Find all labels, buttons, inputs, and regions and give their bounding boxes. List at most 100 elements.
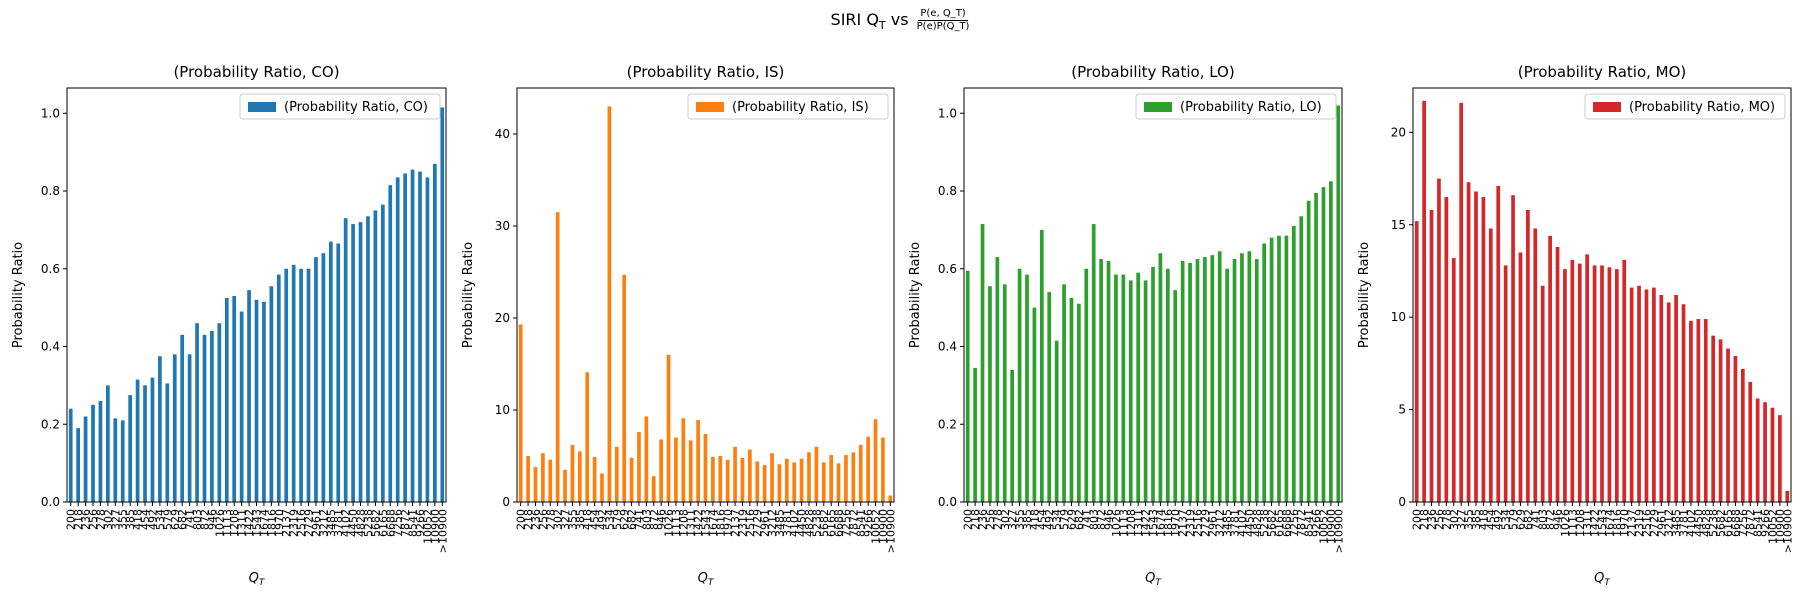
x-tick-label: 534 [154, 509, 167, 530]
x-tick-label: 418 [1028, 509, 1041, 530]
legend-label: (Probability Ratio, LO) [1180, 100, 1322, 115]
bar-10900 [432, 163, 437, 503]
x-tick-label: 1422 [243, 509, 256, 537]
x-tick-label: 1543 [1147, 509, 1160, 537]
bar-2319 [291, 264, 296, 502]
x-tick-label: 629 [618, 509, 631, 530]
x-tick-label: 5238 [362, 509, 375, 537]
x-tick-label: 10052 [870, 509, 883, 544]
y-tick-label: 0.4 [41, 340, 60, 354]
bar-872 [202, 334, 207, 502]
x-tick-label: 218 [72, 509, 85, 530]
x-tick-label: 218 [522, 509, 535, 530]
x-tick-label: 218 [969, 509, 982, 530]
x-tick-label: 7872 [847, 509, 860, 537]
bar-418 [135, 379, 140, 502]
bar-2137 [284, 268, 289, 502]
bar-454 [592, 456, 597, 502]
x-tick-label: 200 [515, 509, 528, 530]
bar-1208 [1577, 263, 1582, 502]
x-tick-label: 682 [1073, 509, 1086, 530]
x-tick-label: 2137 [280, 509, 293, 537]
x-tick-label: 1208 [1574, 509, 1587, 537]
bar-5682 [373, 210, 378, 503]
bar-454 [1039, 229, 1044, 502]
x-tick-label: 629 [169, 509, 182, 530]
x-tick-label: 355 [566, 509, 579, 530]
x-tick-label: 218 [1418, 509, 1431, 530]
bar-1816 [1165, 268, 1170, 502]
x-tick-label: 3212 [1663, 509, 1676, 537]
bar-1970 [1622, 259, 1627, 502]
y-tick-label: 0.8 [41, 184, 60, 198]
bar-803 [195, 323, 199, 502]
y-tick-label: 0.2 [938, 417, 957, 431]
x-tick-label: 5682 [818, 509, 831, 537]
x-tick-label: 2729 [303, 509, 316, 537]
x-tick-label: 1113 [1117, 509, 1130, 537]
bar-1422 [1143, 280, 1148, 502]
bar-3212 [1217, 251, 1222, 502]
x-tick-label: 7256 [392, 509, 405, 537]
x-tick-label: 2729 [1648, 509, 1661, 537]
y-tick-label: 10 [495, 403, 510, 417]
bar-4450 [799, 458, 804, 502]
y-axis-label: Probability Ratio [461, 242, 476, 348]
bar-10052 [425, 177, 430, 502]
bar-579 [1511, 195, 1515, 503]
chart-panel-0: 0.00.20.40.60.81.02002182362562783023273… [11, 63, 449, 588]
bar-7872 [851, 452, 856, 502]
y-tick-label: 0 [1398, 495, 1406, 509]
bar-gt10900 [888, 495, 893, 502]
bar-1674 [1158, 253, 1163, 502]
x-tick-label: 2319 [1633, 509, 1646, 537]
x-tick-label: 1422 [1589, 509, 1602, 537]
bar-492 [1047, 292, 1052, 502]
x-tick-label: >10900 [884, 509, 897, 553]
bar-2729 [755, 461, 760, 502]
bar-gt10900 [1785, 490, 1790, 502]
bar-946 [659, 439, 663, 502]
x-tick-label: 3781 [1229, 509, 1242, 537]
x-tick-label: 1422 [692, 509, 705, 537]
x-tick-label: 1311 [1132, 509, 1145, 537]
x-tick-label: 385 [574, 509, 587, 530]
bar-682 [629, 457, 634, 502]
bar-7872 [403, 173, 407, 503]
bar-454 [143, 385, 147, 502]
x-tick-label: 1816 [1162, 509, 1175, 537]
bar-278 [548, 459, 553, 502]
x-tick-label: 302 [1448, 509, 1461, 530]
bar-327 [1459, 102, 1464, 503]
bar-7256 [844, 455, 848, 502]
bar-gt10900 [440, 107, 445, 503]
chart-panel-2: 0.00.20.40.60.81.02002182362562783023273… [908, 63, 1345, 588]
bar-10900 [1778, 415, 1782, 502]
bar-1113 [224, 297, 229, 502]
bar-4828 [807, 452, 811, 502]
bar-6688 [1284, 235, 1289, 502]
bar-579 [165, 383, 170, 502]
x-tick-label: 1543 [700, 509, 713, 537]
x-tick-label: 1311 [685, 509, 698, 537]
y-tick-label: 0.8 [938, 184, 957, 198]
bar-534 [1503, 265, 1508, 502]
x-tick-label: 1674 [258, 509, 271, 537]
legend-box [1135, 93, 1337, 120]
x-tick-label: 355 [1014, 509, 1027, 530]
suptitle-prefix: SIRI Q [830, 10, 879, 29]
bar-355 [570, 444, 575, 502]
bar-10052 [873, 419, 878, 502]
bar-579 [1062, 284, 1066, 502]
bar-1113 [1570, 259, 1575, 502]
suptitle-sub: T [878, 19, 886, 33]
x-tick-label: 200 [65, 509, 78, 530]
y-tick-label: 1.0 [938, 106, 957, 120]
bar-302 [555, 212, 560, 502]
bar-8541 [1755, 398, 1760, 502]
legend-swatch [248, 102, 276, 112]
x-tick-label: 7872 [1744, 509, 1757, 537]
y-tick-label: 30 [495, 219, 510, 233]
x-tick-label: 418 [132, 509, 145, 530]
bar-302 [1002, 284, 1007, 502]
